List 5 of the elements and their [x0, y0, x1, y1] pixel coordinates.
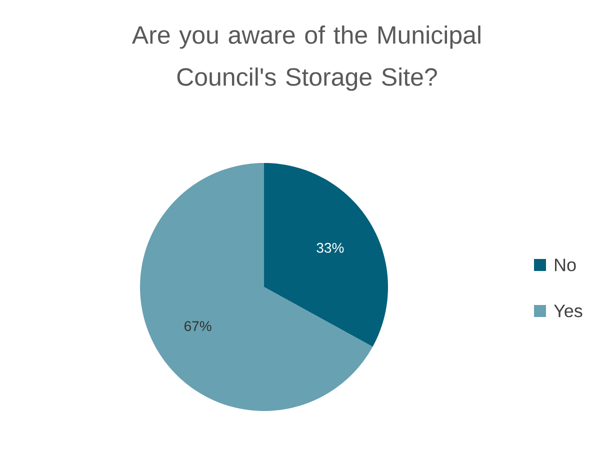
chart-title: Are you aware of the Municipal Council's Storage Site?: [132, 26, 480, 91]
legend-label: Yes: [554, 304, 582, 318]
data-label: 67%: [184, 321, 212, 332]
data-label: 33%: [316, 242, 344, 253]
legend-label: No: [555, 258, 576, 272]
